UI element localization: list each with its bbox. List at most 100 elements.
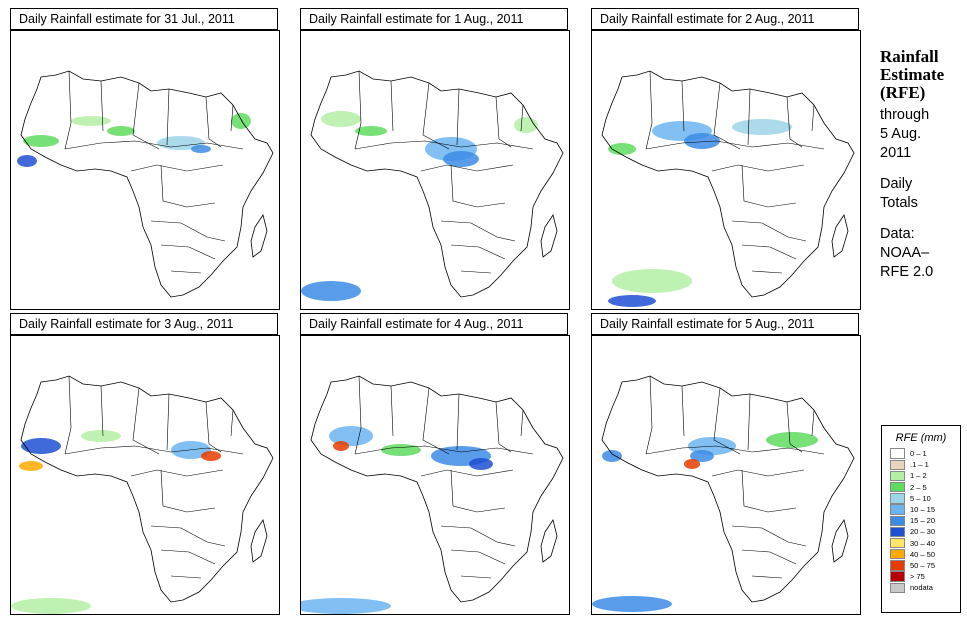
rainfall-area <box>107 126 135 136</box>
sidebar-title-line3: (RFE) <box>880 83 926 102</box>
country-border <box>422 82 450 150</box>
legend-item: 40 – 50 <box>882 549 960 560</box>
country-border <box>747 88 751 146</box>
country-border <box>811 104 815 132</box>
rainfall-area <box>81 430 121 442</box>
country-border <box>160 164 216 208</box>
africa-coastline <box>20 70 274 298</box>
rainfall-area <box>766 432 818 448</box>
country-border <box>160 549 216 565</box>
sidebar-source-line1: NOAA– <box>880 245 930 261</box>
country-border <box>64 70 72 150</box>
rainfall-area <box>355 126 387 136</box>
rainfall-panel-31-jul: Daily Rainfall estimate for 31 Jul., 201… <box>10 8 280 310</box>
country-border <box>786 96 803 148</box>
legend-swatch <box>890 459 905 470</box>
country-border <box>751 575 783 579</box>
panel-title: Daily Rainfall estimate for 2 Aug., 2011 <box>591 8 859 30</box>
legend-swatch <box>890 571 905 582</box>
rainfall-area <box>301 598 391 614</box>
rainfall-area <box>21 438 61 454</box>
sidebar-date-line2: 2011 <box>880 145 912 161</box>
legend-label: nodata <box>910 583 933 593</box>
legend-label: > 75 <box>910 572 925 582</box>
country-border <box>713 387 741 455</box>
panel-title: Daily Rainfall estimate for 4 Aug., 2011 <box>300 313 568 335</box>
legend-item: 20 – 30 <box>882 526 960 538</box>
country-border <box>132 82 160 150</box>
rainfall-area <box>684 133 720 149</box>
country-border <box>751 270 783 274</box>
country-border <box>450 164 506 208</box>
country-border <box>170 575 202 579</box>
legend-swatch <box>890 537 905 549</box>
legend-label: 30 – 40 <box>910 538 936 548</box>
madagascar-outline <box>540 214 558 258</box>
rainfall-panel-2-aug: Daily Rainfall estimate for 2 Aug., 2011 <box>591 8 861 310</box>
country-border <box>450 549 506 565</box>
map-graphic <box>11 375 274 614</box>
legend-label: 10 – 15 <box>910 505 936 515</box>
legend-title: RFE (mm) <box>895 432 947 444</box>
panel-title: Daily Rainfall estimate for 31 Jul., 201… <box>10 8 278 30</box>
country-border <box>520 409 524 437</box>
rainfall-area <box>469 458 493 470</box>
map-graphic <box>301 70 564 301</box>
country-border <box>741 469 797 513</box>
country-border <box>495 96 512 148</box>
country-border <box>354 375 362 455</box>
legend-item: 2 – 5 <box>882 481 960 493</box>
country-border <box>645 70 653 150</box>
country-border <box>64 445 244 455</box>
country-border <box>456 88 460 146</box>
sidebar-data-label: Data: <box>880 226 915 242</box>
rainfall-area <box>231 113 251 129</box>
country-border <box>390 385 394 437</box>
rainfall-area <box>301 281 361 301</box>
country-border <box>711 164 805 172</box>
rainfall-area <box>23 135 59 147</box>
country-border <box>645 445 825 455</box>
legend-swatch <box>890 481 905 493</box>
rainfall-panel-5-aug: Daily Rainfall estimate for 5 Aug., 2011 <box>591 313 861 615</box>
country-border <box>64 140 244 150</box>
legend-label: 15 – 20 <box>910 516 936 526</box>
country-border <box>450 469 506 513</box>
sidebar-description: Rainfall Estimate (RFE) through 5 Aug. 2… <box>880 48 965 282</box>
rainfall-area <box>321 111 361 127</box>
africa-rainfall-map <box>10 30 280 310</box>
country-border <box>456 393 460 451</box>
country-border <box>741 549 797 565</box>
legend-swatch <box>890 582 905 594</box>
country-border <box>130 164 224 172</box>
legend-item: .1 – 1 <box>882 459 960 470</box>
rainfall-area <box>11 598 91 614</box>
legend-item: 10 – 15 <box>882 504 960 515</box>
legend-item: 15 – 20 <box>882 515 960 526</box>
madagascar-outline <box>831 214 849 258</box>
country-border <box>160 244 216 260</box>
rainfall-area <box>690 450 714 462</box>
legend-swatch <box>890 515 905 526</box>
country-border <box>166 393 170 451</box>
legend-swatch <box>890 526 905 538</box>
africa-rainfall-map <box>10 335 280 615</box>
legend-label: .1 – 1 <box>910 460 929 470</box>
rainfall-area <box>201 451 221 461</box>
rainfall-area <box>684 459 700 469</box>
rainfall-area <box>602 450 622 462</box>
rainfall-area <box>329 426 373 446</box>
legend-item: nodata <box>882 582 960 594</box>
sidebar-source-line2: RFE 2.0 <box>880 264 934 280</box>
africa-rainfall-map <box>300 30 570 310</box>
country-border <box>440 525 516 547</box>
legend-item: > 75 <box>882 571 960 582</box>
legend-swatch <box>890 560 905 571</box>
legend-swatch <box>890 504 905 515</box>
country-border <box>520 104 524 132</box>
country-border <box>160 469 216 513</box>
legend-item: 50 – 75 <box>882 560 960 571</box>
rainfall-area <box>381 444 421 456</box>
